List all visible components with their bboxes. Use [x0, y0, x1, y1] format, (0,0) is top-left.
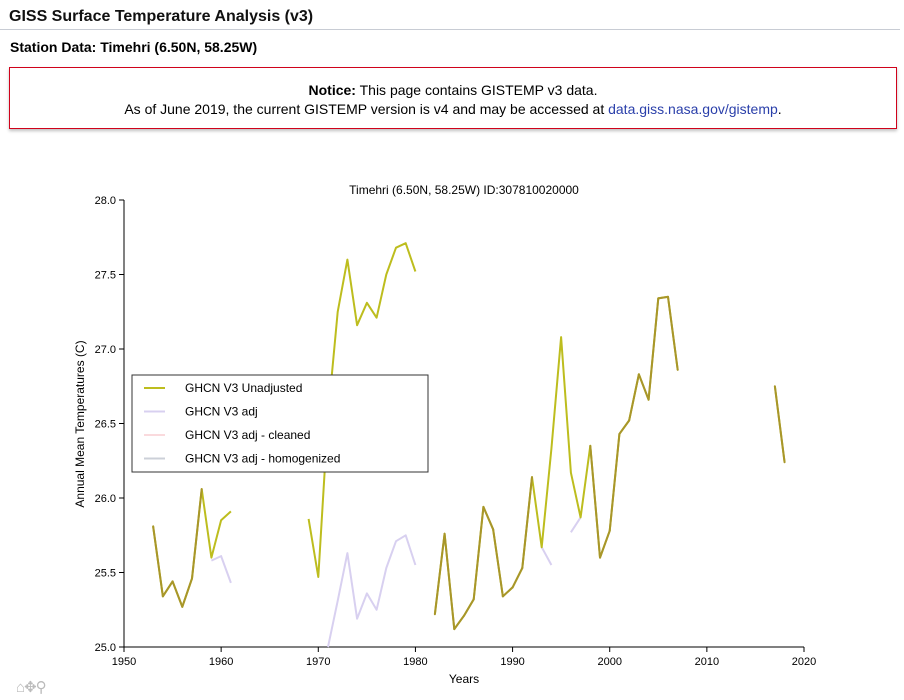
series-line-ghcn-v3-unadjusted — [433, 295, 679, 631]
series-segment-overlap — [628, 373, 640, 422]
series-segment-overlap — [637, 373, 650, 401]
y-tick-label: 26.0 — [95, 493, 116, 505]
series-segment-overlap — [482, 505, 495, 531]
series-segment-overlap — [501, 586, 514, 598]
y-tick-label: 27.0 — [95, 344, 116, 356]
title-divider — [0, 29, 900, 30]
series-segment-overlap — [453, 614, 465, 631]
series-segment-overlap — [152, 525, 164, 598]
series-segment-overlap — [191, 488, 203, 580]
y-tick-label: 26.5 — [95, 419, 116, 431]
series-segment-overlap — [463, 598, 475, 617]
notice-text: This page contains GISTEMP v3 data. — [355, 82, 598, 98]
series-line-ghcn-v3-adj — [540, 546, 553, 566]
series-segment-overlap — [657, 295, 669, 300]
x-tick-label: 2020 — [792, 656, 816, 668]
y-tick-label: 25.0 — [95, 642, 116, 654]
series-segment-overlap — [161, 580, 174, 598]
notice-label: Notice: — [308, 82, 356, 98]
series-segment-overlap — [589, 444, 601, 559]
series-segment-overlap — [773, 385, 786, 464]
chart-legend: GHCN V3 Unadjusted GHCN V3 adj GHCN V3 adj… — [131, 374, 429, 473]
notice-box: Notice: This page contains GISTEMP v3 da… — [9, 67, 897, 129]
series-segment-overlap — [492, 528, 504, 598]
y-tick-label: 28.0 — [95, 195, 116, 207]
legend-label: GHCN V3 adj — [185, 405, 258, 419]
x-tick-label: 2000 — [597, 656, 621, 668]
notice-version-text: As of June 2019, the current GISTEMP ver… — [124, 101, 609, 117]
series-segment-overlap — [521, 476, 533, 570]
chart-title: Timehri (6.50N, 58.25W) ID:307810020000 — [349, 183, 579, 197]
x-tick-label: 2010 — [695, 656, 719, 668]
series-segment-overlap — [443, 532, 456, 631]
x-axis-label: Years — [449, 672, 479, 686]
series-segment-overlap — [511, 567, 524, 589]
legend-box — [131, 374, 429, 473]
plot-toolbar: ⌂✥⚲ — [16, 678, 47, 696]
axes: 1950 1960 1970 1980 1990 2000 2010 2020 25.0 25.5… — [95, 195, 817, 668]
series-segment-overlap — [433, 532, 446, 616]
page-title: GISS Surface Temperature Analysis (v3) — [9, 8, 314, 25]
series-line-ghcn-v3-adj — [327, 534, 417, 648]
gistemp-link[interactable]: data.giss.nasa.gov/gistemp — [608, 101, 778, 117]
y-tick-label: 25.5 — [95, 568, 116, 580]
series-line-ghcn-v3-adj — [570, 516, 582, 533]
series-segment-overlap — [472, 505, 485, 601]
temperature-chart: Timehri (6.50N, 58.25W) ID:307810020000 … — [73, 183, 817, 686]
legend-label: GHCN V3 adj - homogenized — [185, 452, 340, 466]
series-segment-overlap — [171, 580, 184, 608]
series-segment-overlap — [181, 577, 193, 608]
series-segment-overlap — [599, 529, 611, 559]
pan-icon[interactable]: ✥ — [24, 679, 37, 696]
home-icon[interactable]: ⌂ — [16, 679, 25, 696]
zoom-icon[interactable]: ⚲ — [35, 679, 47, 696]
series-segment-overlap — [647, 297, 660, 401]
plot-area — [152, 242, 786, 648]
series-segment-overlap — [608, 432, 621, 532]
legend-label: GHCN V3 Unadjusted — [185, 381, 302, 395]
x-tick-label: 1980 — [403, 656, 427, 668]
x-tick-label: 1970 — [306, 656, 330, 668]
series-line-ghcn-v3-unadjusted — [152, 488, 232, 608]
series-segment-overlap — [618, 419, 631, 435]
station-heading: Station Data: Timehri (6.50N, 58.25W) — [10, 39, 258, 55]
x-tick-label: 1960 — [209, 656, 233, 668]
x-tick-label: 1990 — [500, 656, 524, 668]
notice-period: . — [777, 101, 782, 117]
y-tick-label: 27.5 — [95, 270, 116, 282]
notice-line-2: As of June 2019, the current GISTEMP ver… — [10, 100, 896, 119]
series-line-ghcn-v3-adj — [210, 555, 232, 584]
y-axis-label: Annual Mean Temperatures (C) — [73, 340, 87, 507]
legend-label: GHCN V3 adj - cleaned — [185, 428, 310, 442]
series-segment-overlap — [667, 295, 679, 371]
x-tick-label: 1950 — [112, 656, 136, 668]
notice-line-1: Notice: This page contains GISTEMP v3 da… — [10, 81, 896, 100]
